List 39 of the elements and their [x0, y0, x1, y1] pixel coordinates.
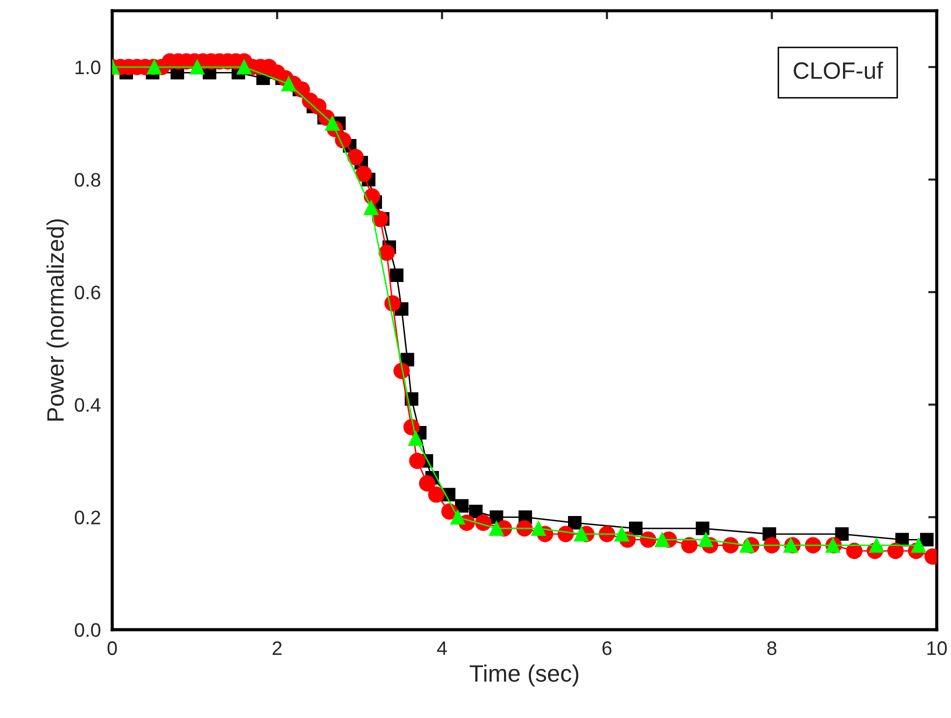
x-tick-label: 2: [272, 641, 282, 655]
point: [696, 522, 710, 536]
point: [281, 76, 296, 92]
x-tick-label: 6: [602, 641, 612, 656]
point: [614, 526, 630, 542]
y-axis-title: Power (normalized): [46, 219, 69, 421]
point: [324, 116, 340, 131]
point: [488, 520, 504, 536]
point: [740, 538, 755, 553]
point: [236, 60, 252, 74]
point: [190, 60, 205, 74]
point: [783, 538, 798, 553]
x-axis-title: Time (sec): [470, 664, 578, 686]
point: [455, 499, 469, 513]
y-tick-label: 0.8: [74, 173, 100, 187]
point: [408, 430, 424, 446]
x-tick-label: 4: [437, 642, 447, 655]
point: [911, 538, 926, 553]
point: [869, 538, 884, 553]
x-tick-label: 10: [927, 641, 947, 656]
point: [698, 532, 714, 548]
y-tick-label: 0.0: [74, 623, 100, 637]
point: [450, 510, 466, 525]
point: [835, 527, 849, 541]
point: [574, 526, 589, 542]
y-tick-label: 0.4: [74, 398, 101, 412]
point: [629, 522, 643, 536]
point: [390, 268, 404, 282]
point: [654, 532, 670, 548]
y-tick-label: 1.0: [76, 60, 100, 74]
y-tick-label: 0.2: [74, 510, 100, 524]
y-tick-label: 0.6: [74, 286, 100, 300]
point: [920, 532, 934, 546]
x-tick-label: 0: [108, 641, 117, 656]
point: [364, 200, 379, 216]
point: [568, 516, 582, 530]
point: [531, 520, 546, 536]
x-tick-label: 8: [767, 641, 776, 656]
annotation: CLOF-uf: [794, 62, 884, 79]
